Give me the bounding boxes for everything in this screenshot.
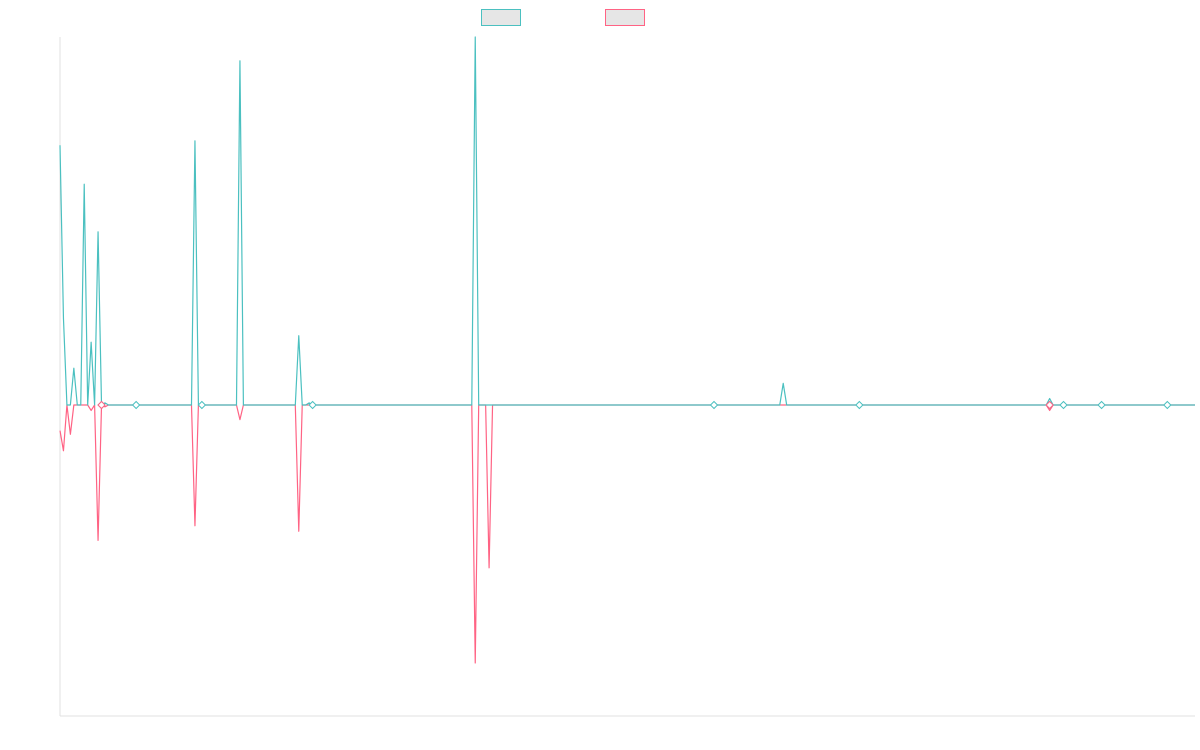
data-point-marker-9 xyxy=(1045,400,1054,410)
data-point-marker-10 xyxy=(1059,400,1068,410)
legend xyxy=(481,9,645,26)
data-point-marker-11 xyxy=(1097,400,1106,410)
series-line-2 xyxy=(59,404,1195,664)
chart-markers xyxy=(97,400,1172,410)
legend-item-1 xyxy=(481,9,521,26)
legend-swatch-1 xyxy=(481,9,521,26)
data-point-marker-3 xyxy=(131,400,141,410)
series-line-1 xyxy=(59,36,1195,406)
data-point-marker-7 xyxy=(855,400,864,410)
chart-series xyxy=(59,36,1195,664)
data-point-marker-4 xyxy=(197,400,207,410)
data-point-marker-6 xyxy=(709,400,719,410)
data-point-marker-2 xyxy=(97,400,106,410)
chart-axes xyxy=(59,37,1195,717)
data-point-marker-12 xyxy=(1163,400,1172,410)
data-point-marker-5 xyxy=(308,400,317,410)
legend-item-2 xyxy=(605,9,645,26)
legend-swatch-2 xyxy=(605,9,645,26)
